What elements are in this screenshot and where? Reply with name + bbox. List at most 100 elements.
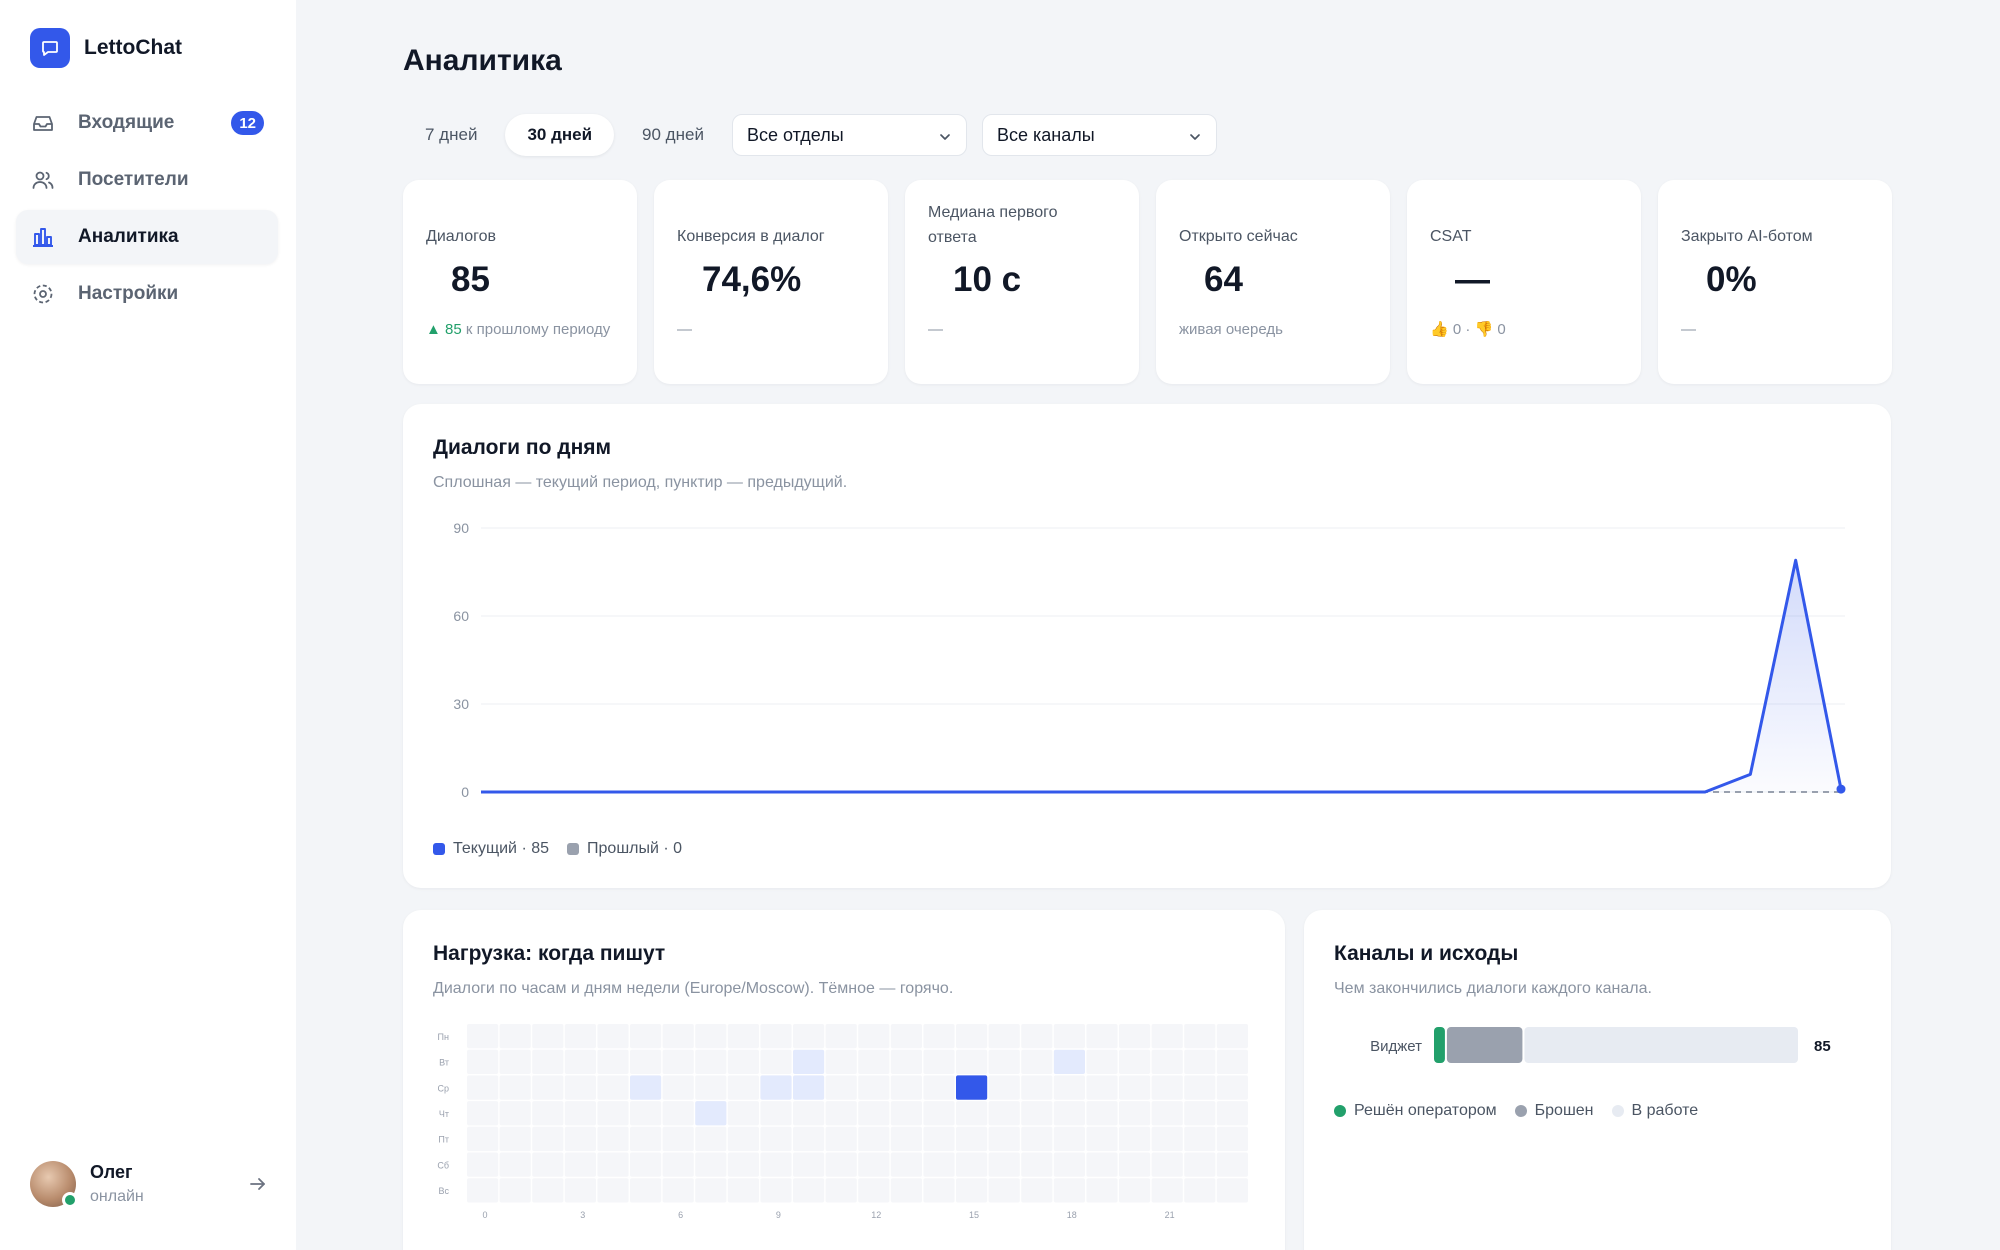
sidebar-item-visitors[interactable]: Посетители [16, 153, 278, 207]
heatmap-cell [890, 1024, 922, 1049]
sidebar-item-inbox[interactable]: Входящие 12 [16, 96, 278, 150]
heatmap-cell [695, 1049, 727, 1074]
channel-label: Виджет [1370, 1038, 1422, 1055]
heatmap-cell [1021, 1049, 1053, 1074]
heatmap-cell [956, 1178, 988, 1203]
heatmap-cell [499, 1075, 531, 1100]
heatmap-cell [467, 1101, 499, 1126]
heatmap-cell [532, 1126, 564, 1152]
user-profile[interactable]: Олег онлайн [30, 1160, 270, 1208]
heatmap-cell [858, 1049, 890, 1074]
heatmap-cell [727, 1178, 759, 1203]
heatmap-cell [890, 1049, 922, 1074]
heatmap-row-label: Пт [438, 1135, 449, 1145]
heatmap-cell [793, 1049, 825, 1074]
heatmap-cell [825, 1049, 857, 1074]
heatmap-cell [695, 1152, 727, 1177]
unread-count-badge: 12 [231, 111, 264, 135]
heatmap-cell [662, 1152, 694, 1177]
heatmap-cell [1053, 1126, 1085, 1152]
heatmap-cell [727, 1101, 759, 1126]
heatmap-cell [630, 1101, 662, 1126]
heatmap-cell [1119, 1075, 1151, 1100]
stack-segment [1434, 1027, 1445, 1063]
heatmap-cell [597, 1024, 629, 1049]
series-current-last-point [1836, 784, 1846, 794]
heatmap-x-label: 0 [482, 1210, 487, 1220]
channel-total: 85 [1814, 1038, 1831, 1055]
heatmap-cell [499, 1126, 531, 1152]
sidebar-nav: Входящие 12 Посетители Аналитика Настрой… [16, 96, 278, 324]
legend-swatch [1611, 1105, 1624, 1117]
heatmap-cell [988, 1152, 1020, 1177]
channel-select[interactable]: Все каналы [982, 114, 1217, 156]
heatmap-cell [793, 1101, 825, 1126]
heatmap-cell [1086, 1152, 1118, 1177]
card-subtitle: Чем закончились диалоги каждого канала. [1334, 980, 1652, 997]
heatmap-row-label: Вт [439, 1058, 449, 1068]
heatmap-cell [1086, 1126, 1118, 1152]
sidebar-item-analytics[interactable]: Аналитика [16, 210, 278, 264]
heatmap-cell [1151, 1075, 1183, 1100]
heatmap-x-label: 15 [969, 1210, 979, 1220]
daily-dialogs-card: Диалоги по дням Сплошная — текущий перио… [403, 404, 1891, 888]
heatmap-cell [890, 1152, 922, 1177]
inbox-icon [30, 110, 56, 136]
stack-segment [1524, 1027, 1798, 1063]
sidebar-item-settings[interactable]: Настройки [16, 267, 278, 321]
gear-icon [30, 281, 56, 307]
heatmap-cell [630, 1126, 662, 1152]
series-current-area [481, 560, 1841, 792]
kpi-note: 👍 0 · 👎 0 [1430, 321, 1506, 338]
kpi-value: 85 [451, 260, 490, 299]
heatmap-cell [630, 1049, 662, 1074]
heatmap-cell [662, 1049, 694, 1074]
legend-swatch [1514, 1105, 1527, 1117]
heatmap-cell [923, 1049, 955, 1074]
kpi-value: — [1455, 260, 1490, 299]
heatmap-cell [760, 1126, 792, 1152]
sidebar-item-label: Входящие [78, 112, 175, 133]
logout-arrow-icon[interactable] [246, 1172, 270, 1196]
heatmap-cell [532, 1049, 564, 1074]
kpi-value: 0% [1706, 260, 1757, 299]
heatmap-x-label: 9 [776, 1210, 781, 1220]
heatmap-cell [858, 1024, 890, 1049]
heatmap-cell [1021, 1152, 1053, 1177]
stack-segment [1446, 1027, 1523, 1063]
y-tick-label: 60 [453, 608, 469, 624]
tab-7-days[interactable]: 7 дней [425, 125, 478, 144]
heatmap-cell [727, 1152, 759, 1177]
legend-item-current: Текущий · 85 [433, 840, 549, 858]
kpi-note: живая очередь [1179, 321, 1283, 338]
heatmap-cell [727, 1024, 759, 1049]
heatmap-cell [727, 1075, 759, 1100]
tab-30-days[interactable]: 30 дней [505, 114, 615, 156]
heatmap-cell [1216, 1075, 1248, 1100]
heatmap-cell [532, 1075, 564, 1100]
heatmap-cell [825, 1178, 857, 1203]
heatmap-cell [662, 1024, 694, 1049]
heatmap-cell [1216, 1152, 1248, 1177]
heatmap-cell [467, 1152, 499, 1177]
heatmap-cell [532, 1178, 564, 1203]
department-select[interactable]: Все отделы [732, 114, 967, 156]
tab-90-days[interactable]: 90 дней [642, 125, 704, 144]
heatmap-cell [1053, 1178, 1085, 1203]
heatmap-cell [858, 1075, 890, 1100]
y-tick-label: 0 [461, 784, 469, 800]
brand[interactable]: LettoChat [30, 28, 182, 68]
heatmap-cell [1216, 1178, 1248, 1203]
heatmap-cell [630, 1152, 662, 1177]
legend-label: Брошен [1534, 1102, 1594, 1119]
heatmap-cell [956, 1049, 988, 1074]
heatmap-cell [1086, 1075, 1118, 1100]
heatmap-cell [793, 1152, 825, 1177]
heatmap-cell [1119, 1024, 1151, 1049]
channels-legend: Решён оператором Брошен В работе [1334, 1102, 1698, 1120]
avatar [30, 1161, 78, 1208]
heatmap-cell [1151, 1152, 1183, 1177]
kpi-card-conversion: Конверсия в диалог 74,6% — [654, 180, 888, 384]
heatmap-cell [564, 1152, 596, 1177]
card-title: Диалоги по дням [433, 436, 612, 459]
